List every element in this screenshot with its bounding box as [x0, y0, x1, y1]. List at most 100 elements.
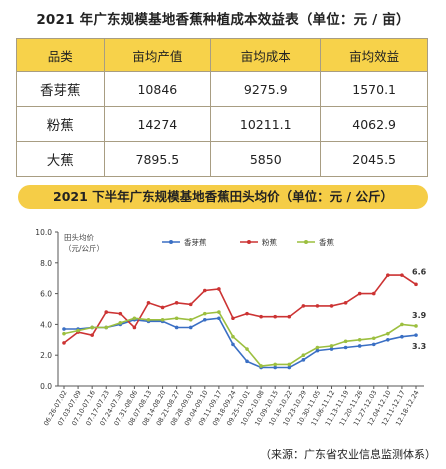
- data-point: [329, 344, 334, 348]
- data-point: [76, 328, 80, 333]
- data-point: [287, 314, 292, 319]
- table-header-cell: 亩均产值: [103, 38, 212, 72]
- data-point: [174, 301, 179, 305]
- data-point: [62, 327, 66, 331]
- table-header-cell: 品类: [16, 38, 105, 72]
- data-point: [343, 345, 348, 350]
- table-cell: 7895.5: [103, 141, 212, 177]
- data-point: [371, 336, 376, 341]
- data-point: [273, 314, 278, 319]
- data-point: [357, 291, 362, 296]
- chart-title: 2021 下半年广东规模基地香蕉田头均价（单位：元 / 公斤）: [18, 185, 428, 209]
- data-point: [386, 273, 390, 277]
- data-point: [273, 365, 278, 370]
- end-value-label: 3.9: [412, 311, 427, 320]
- table-cell: 5850: [210, 141, 322, 177]
- data-point: [315, 348, 320, 353]
- data-point: [357, 344, 362, 348]
- table-row: 香芽蕉 10846 9275.9 1570.1: [16, 71, 428, 107]
- data-point: [188, 317, 193, 322]
- legend-label: 香芽蕉: [184, 237, 207, 247]
- legend-label: 粉蕉: [262, 237, 277, 247]
- legend-marker: [304, 240, 308, 244]
- table-cell: 10211.1: [210, 106, 322, 142]
- data-point: [414, 333, 418, 337]
- data-point: [287, 365, 292, 370]
- data-point: [90, 325, 94, 330]
- data-point: [371, 342, 376, 347]
- data-point: [343, 339, 348, 344]
- data-point: [203, 288, 207, 293]
- data-point: [104, 310, 109, 314]
- table-header-cell: 亩均成本: [210, 38, 322, 72]
- data-point: [357, 338, 362, 342]
- data-point: [217, 310, 221, 314]
- data-point: [245, 359, 249, 364]
- y-tick-label: 0.0: [40, 382, 52, 391]
- table-cell: 大蕉: [16, 141, 105, 177]
- y-axis-label: （元/公斤）: [64, 243, 104, 253]
- data-point: [301, 358, 306, 362]
- data-point: [315, 304, 320, 308]
- data-point: [301, 304, 306, 308]
- data-point: [203, 317, 207, 322]
- data-point: [146, 301, 151, 305]
- price-line-chart: 0.02.04.06.08.010.0田头均价（元/公斤）06.26-07.02…: [35, 228, 427, 427]
- table-cell: 4062.9: [320, 106, 428, 142]
- data-point: [188, 325, 193, 330]
- y-axis-label: 田头均价: [64, 232, 94, 242]
- data-point: [174, 316, 179, 321]
- data-point: [62, 341, 66, 345]
- legend-marker: [169, 240, 173, 244]
- data-point: [217, 287, 221, 291]
- end-value-label: 6.6: [412, 267, 427, 276]
- table-cell: 2045.5: [320, 141, 428, 177]
- data-point: [259, 314, 263, 319]
- end-value-label: 3.3: [412, 342, 426, 351]
- series-line: [64, 317, 417, 369]
- data-point: [231, 334, 235, 339]
- data-point: [146, 317, 151, 322]
- table-header-row: 品类 亩均产值 亩均成本 亩均效益: [16, 38, 428, 72]
- data-point: [118, 321, 123, 325]
- data-point: [343, 301, 348, 305]
- table-cell: 10846: [103, 71, 212, 107]
- data-point: [245, 311, 249, 316]
- y-tick-label: 4.0: [40, 320, 52, 329]
- data-point: [259, 364, 263, 368]
- table-cell: 香芽蕉: [16, 71, 105, 107]
- data-point: [371, 291, 376, 296]
- data-point: [231, 316, 235, 321]
- data-point: [400, 273, 404, 277]
- data-point: [315, 345, 320, 350]
- data-point: [90, 333, 94, 337]
- data-point: [245, 347, 249, 351]
- y-tick-label: 2.0: [40, 351, 52, 360]
- table-cell: 1570.1: [320, 71, 428, 107]
- data-point: [62, 331, 66, 336]
- data-point: [231, 342, 235, 347]
- data-point: [273, 362, 278, 367]
- table-cell: 9275.9: [210, 71, 322, 107]
- legend-marker: [247, 240, 251, 244]
- data-point: [160, 305, 165, 310]
- data-point: [414, 282, 418, 287]
- data-point: [329, 347, 334, 351]
- data-point: [160, 317, 165, 322]
- data-point: [400, 322, 404, 327]
- data-point: [400, 334, 404, 339]
- data-point: [386, 338, 390, 342]
- table-header-cell: 亩均效益: [320, 38, 428, 72]
- legend-label: 香蕉: [319, 237, 334, 247]
- data-point: [174, 325, 179, 330]
- data-point: [118, 311, 123, 316]
- y-tick-label: 6.0: [40, 290, 52, 299]
- data-point: [287, 362, 292, 367]
- data-point: [414, 324, 418, 328]
- data-point: [104, 325, 109, 330]
- data-point: [188, 302, 193, 307]
- table-row: 大蕉 7895.5 5850 2045.5: [16, 141, 428, 177]
- data-point: [203, 311, 207, 316]
- y-tick-label: 8.0: [40, 259, 52, 268]
- y-tick-label: 10.0: [35, 228, 52, 237]
